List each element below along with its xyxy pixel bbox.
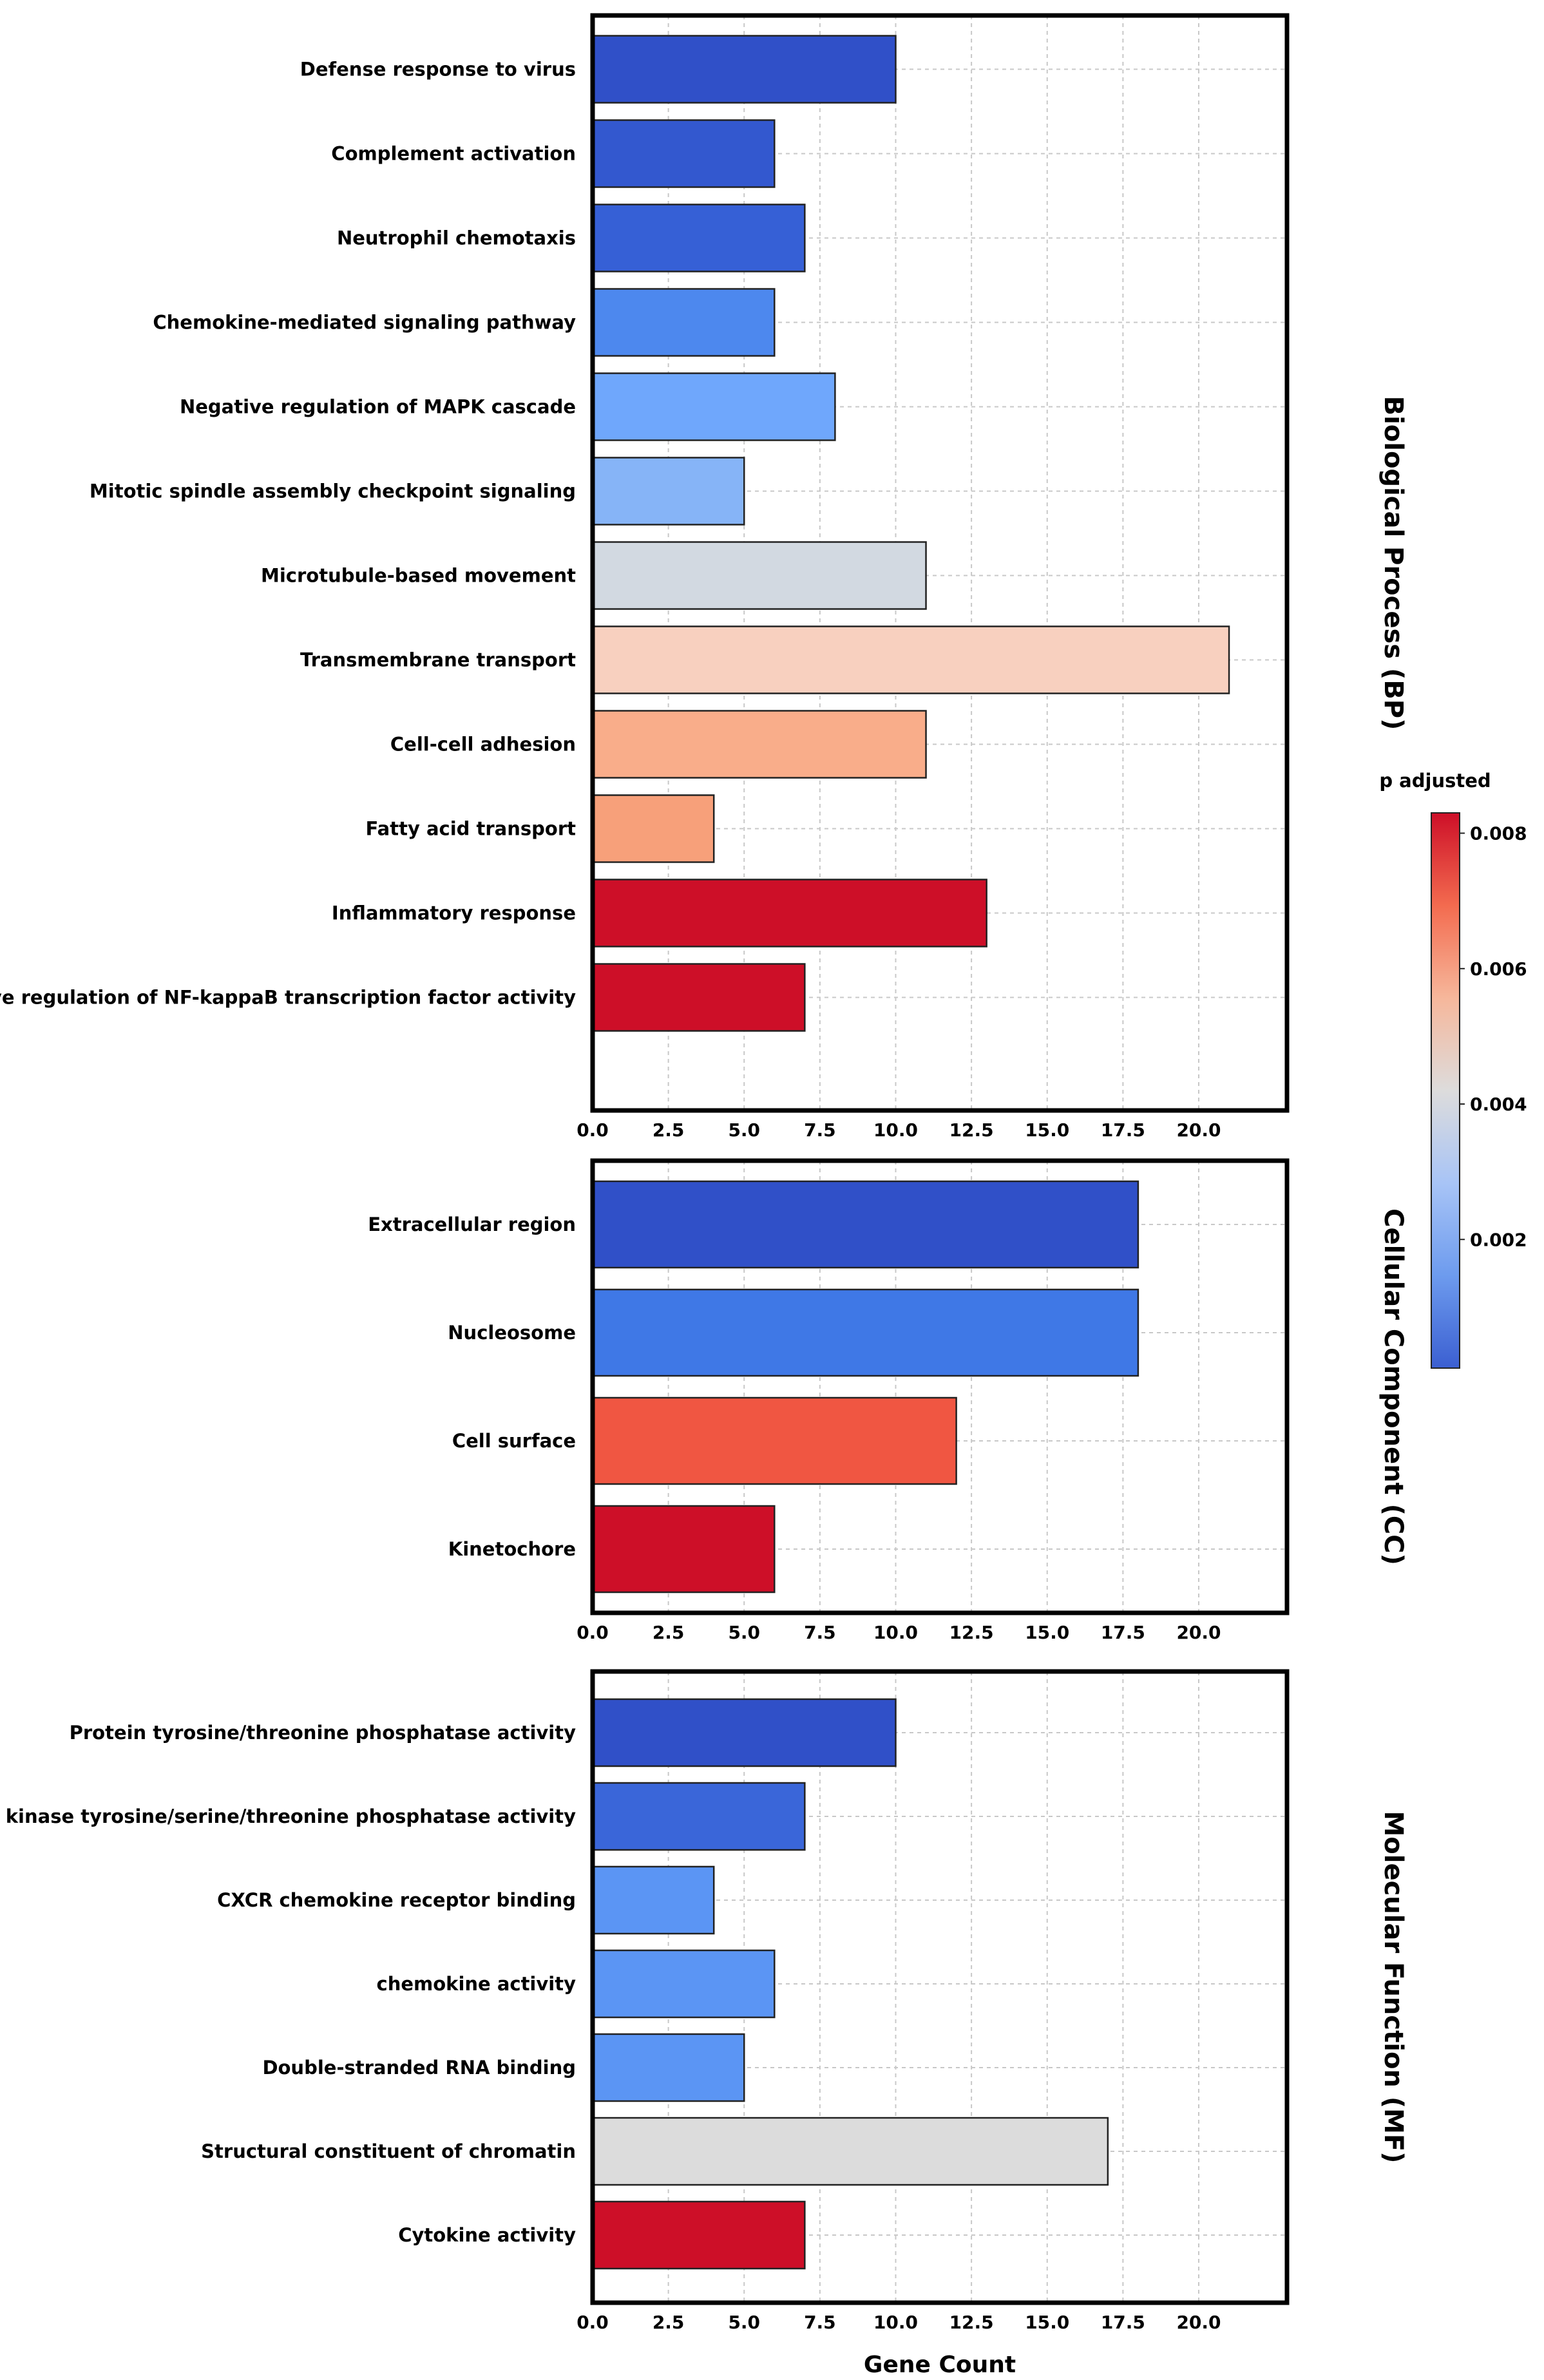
category-label: Double-stranded RNA binding <box>262 2057 576 2079</box>
x-tick-label: 10.0 <box>873 1622 918 1643</box>
category-label: Transmembrane transport <box>300 649 576 671</box>
category-label: Protein tyrosine/threonine phosphatase a… <box>70 1722 576 1744</box>
category-label: Fatty acid transport <box>366 818 577 840</box>
bar-cell-surface <box>591 1396 957 1485</box>
category-label: Mitotic spindle assembly checkpoint sign… <box>90 481 576 502</box>
x-tick-label: 12.5 <box>949 1119 994 1141</box>
category-label: CXCR chemokine receptor binding <box>217 1889 576 1911</box>
chart-panels: Defense response to virus Complement acti… <box>0 13 1408 2378</box>
category-label: Kinetochore <box>448 1538 576 1560</box>
bar-extracellular-region <box>591 1180 1139 1269</box>
category-label: MAP kinase tyrosine/serine/threonine pho… <box>0 1805 576 1827</box>
bar-kinetochore <box>591 1505 776 1594</box>
bar-complement-activation <box>591 119 776 188</box>
x-tick-label: 17.5 <box>1101 2312 1145 2333</box>
category-label: Cell surface <box>452 1430 576 1452</box>
bar-inflammatory-response <box>591 879 987 947</box>
panel-title: Molecular Function (MF) <box>1378 1811 1408 2163</box>
bar-nucleosome <box>591 1288 1139 1377</box>
category-label: Structural constituent of chromatin <box>201 2140 576 2162</box>
category-label: Chemokine-mediated signaling pathway <box>153 312 576 334</box>
bar-chemokine-activity <box>591 1949 776 2019</box>
bar-cytokine-activity <box>591 2200 806 2270</box>
x-tick-label: 7.5 <box>804 2312 836 2333</box>
bar-neutrophil-chemotaxis <box>591 204 806 272</box>
colorbar <box>1431 812 1460 1369</box>
x-tick-label: 10.0 <box>873 2312 918 2333</box>
panel-frame <box>590 13 1290 1113</box>
x-tick-label: 15.0 <box>1025 1622 1069 1643</box>
category-label: chemokine activity <box>377 1973 577 1995</box>
category-label: Complement activation <box>331 143 576 165</box>
panel-cellular-component-cc: Extracellular region Nucleosome Cell surfa… <box>368 1158 1408 1643</box>
category-label: Cytokine activity <box>398 2224 576 2246</box>
category-label: Positive regulation of NF-kappaB transcr… <box>0 987 576 1009</box>
x-tick-label: 5.0 <box>728 1119 760 1141</box>
x-tick-label: 20.0 <box>1176 2312 1221 2333</box>
panel-frame <box>590 1158 1290 1615</box>
category-label: Negative regulation of MAPK cascade <box>180 396 576 418</box>
bar-microtubule-based-movement <box>591 541 927 610</box>
bar-positive-regulation-of-nf-kappab-transcription-factor-activity <box>591 963 806 1032</box>
x-tick-label: 15.0 <box>1025 2312 1069 2333</box>
legend-tick-label: 0.004 <box>1470 1094 1527 1115</box>
bar-mitotic-spindle-assembly-checkpoint-signaling <box>591 457 745 526</box>
x-tick-label: 15.0 <box>1025 1119 1069 1141</box>
category-label: Inflammatory response <box>332 902 576 924</box>
x-tick-label: 5.0 <box>728 2312 760 2333</box>
x-tick-label: 17.5 <box>1101 1119 1145 1141</box>
category-label: Microtubule-based movement <box>261 565 576 587</box>
x-tick-label: 10.0 <box>873 1119 918 1141</box>
bar-map-kinase-tyrosine-serine-threonine-phosphatase-activity <box>591 1782 806 1851</box>
category-label: Nucleosome <box>448 1322 576 1344</box>
category-label: Defense response to virus <box>300 59 576 81</box>
bar-protein-tyrosine-threonine-phosphatase-activity <box>591 1698 897 1767</box>
panel-title: Cellular Component (CC) <box>1378 1208 1408 1565</box>
x-tick-label: 0.0 <box>577 1622 609 1643</box>
category-label: Neutrophil chemotaxis <box>337 227 576 249</box>
bar-chemokine-mediated-signaling-pathway <box>591 288 776 357</box>
x-tick-label: 2.5 <box>653 2312 685 2333</box>
x-tick-label: 7.5 <box>804 1622 836 1643</box>
bar-defense-response-to-virus <box>591 35 897 104</box>
x-tick-label: 2.5 <box>653 1622 685 1643</box>
x-tick-label: 20.0 <box>1176 1622 1221 1643</box>
bar-negative-regulation-of-mapk-cascade <box>591 372 836 441</box>
bar-fatty-acid-transport <box>591 794 715 863</box>
legend-tick-label: 0.002 <box>1470 1229 1527 1250</box>
x-tick-label: 12.5 <box>949 2312 994 2333</box>
panel-frame <box>590 1669 1290 2305</box>
legend-title: p adjusted <box>1379 770 1491 792</box>
category-label: Extracellular region <box>368 1214 576 1235</box>
panel-biological-process-bp: Defense response to virus Complement acti… <box>0 13 1408 1141</box>
x-axis-label: Gene Count <box>864 2352 1016 2378</box>
x-tick-label: 0.0 <box>577 2312 609 2333</box>
bar-cell-cell-adhesion <box>591 710 927 779</box>
panel-title: Biological Process (BP) <box>1378 396 1408 730</box>
x-tick-label: 5.0 <box>728 1622 760 1643</box>
colorbar-legend: p adjusted 0.008 0.006 0.004 0.002 <box>1379 770 1527 1369</box>
category-label: Cell-cell adhesion <box>390 734 576 756</box>
panel-molecular-function-mf: Protein tyrosine/threonine phosphatase a… <box>0 1669 1408 2378</box>
legend-tick-label: 0.008 <box>1470 823 1527 844</box>
x-tick-label: 17.5 <box>1101 1622 1145 1643</box>
x-tick-label: 12.5 <box>949 1622 994 1643</box>
bar-cxcr-chemokine-receptor-binding <box>591 1865 715 1935</box>
x-tick-label: 0.0 <box>577 1119 609 1141</box>
legend-tick-label: 0.006 <box>1470 958 1527 980</box>
x-tick-label: 20.0 <box>1176 1119 1221 1141</box>
bar-structural-constituent-of-chromatin <box>591 2117 1109 2186</box>
x-tick-label: 2.5 <box>653 1119 685 1141</box>
bar-double-stranded-rna-binding <box>591 2033 745 2102</box>
bar-transmembrane-transport <box>591 625 1230 694</box>
x-tick-label: 7.5 <box>804 1119 836 1141</box>
